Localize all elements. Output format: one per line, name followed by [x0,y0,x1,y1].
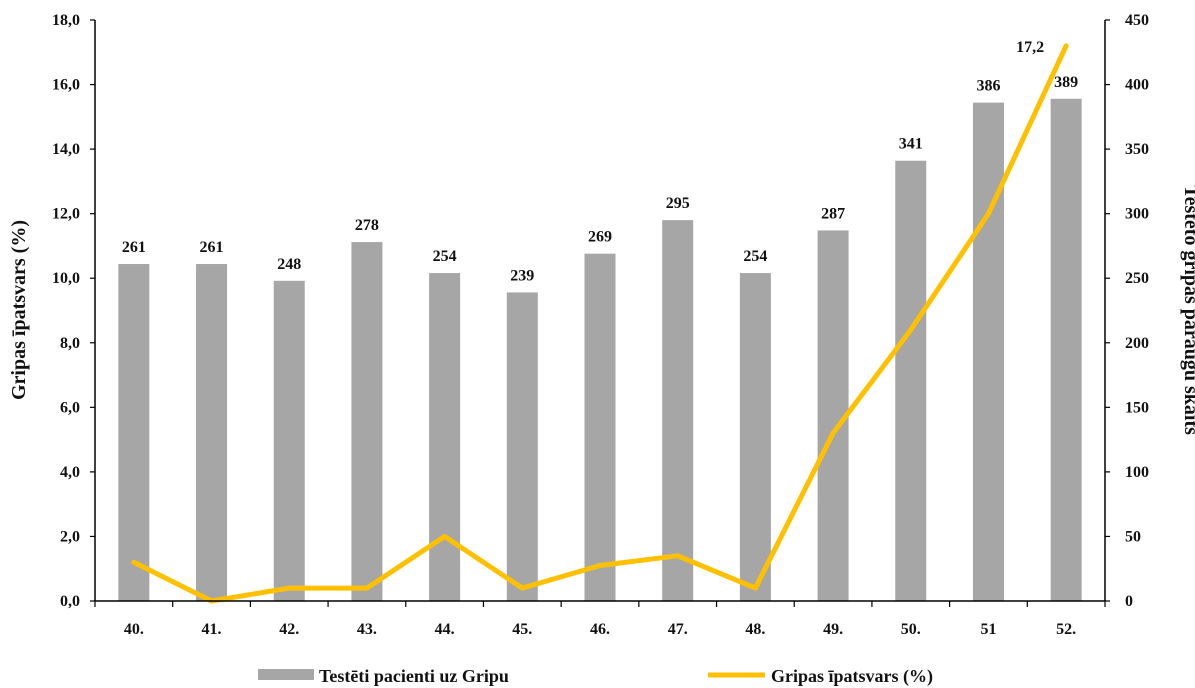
y-right-tick-label: 400 [1125,77,1149,94]
line-series-group [131,43,1069,604]
x-tick-label: 40. [124,621,144,638]
bar-data-label: 287 [821,205,845,222]
bar [196,264,228,601]
x-axis-ticks: 40. 41. 42. 43. 44. 45. 46. 47. 48. 49. 50. 51 52. [94,601,1106,638]
x-tick-label: 51 [980,621,996,638]
y-right-tick-label: 300 [1125,206,1149,223]
bar-data-label: 261 [200,239,224,256]
y-left-tick-label: 2,0 [60,528,80,545]
bar-data-label: 269 [588,229,612,246]
legend-swatch-bars [258,669,314,680]
legend-label-line: Gripas īpatsvars (%) [771,666,933,687]
bar [429,273,461,601]
bar-data-label: 278 [355,217,379,234]
y-left-tick-label: 8,0 [60,335,80,352]
bar [273,280,305,601]
legend: Testēti pacienti uz Gripu Gripas īpatsva… [258,666,933,687]
x-tick-label: 50. [901,621,921,638]
bar-data-label: 254 [433,248,457,265]
bar [506,292,538,601]
bar-group [118,98,1082,602]
y-right-tick-label: 350 [1125,141,1149,158]
bar-data-label: 239 [510,267,534,284]
x-tick-label: 42. [279,621,299,638]
bar-data-label: 248 [277,256,301,273]
y-right-tick-label: 0 [1125,593,1133,610]
bar [351,242,383,601]
y-left-tick-label: 12,0 [52,206,80,223]
y-left-tick-label: 0,0 [60,593,80,610]
x-tick-label: 43. [357,621,377,638]
y-right-tick-label: 200 [1125,335,1149,352]
y-axis-right-title: Testēto gripas paraugu skaits [1180,185,1195,435]
bar-data-label: 386 [976,78,1000,95]
bar-data-label: 295 [666,195,690,212]
y-left-tick-label: 10,0 [52,270,80,287]
y-left-tick-label: 18,0 [52,12,80,29]
y-right-tick-label: 150 [1125,399,1149,416]
bar [584,253,616,602]
x-tick-label: 48. [745,621,765,638]
y-left-tick-label: 14,0 [52,141,80,158]
bar [972,102,1004,602]
bar-label-group: 261 261 248 278 254 239 269 295 254 287 341 386 389 [122,74,1078,285]
x-tick-label: 44. [435,621,455,638]
bar [118,264,150,601]
bar [739,273,771,601]
bar [895,160,927,601]
x-tick-label: 46. [590,621,610,638]
x-tick-label: 52. [1056,621,1076,638]
bar [1050,98,1082,601]
y-axis-right-ticks: 0 50 100 150 200 250 300 350 400 450 [1105,12,1149,610]
x-tick-label: 45. [512,621,532,638]
bar-data-label: 389 [1054,74,1078,91]
x-tick-label: 49. [823,621,843,638]
y-right-tick-label: 50 [1125,528,1141,545]
bar [662,220,694,601]
y-left-tick-label: 4,0 [60,464,80,481]
y-left-tick-label: 16,0 [52,77,80,94]
line-data-label: 17,2 [1016,39,1044,56]
y-right-tick-label: 450 [1125,12,1149,29]
x-tick-label: 41. [202,621,222,638]
bar-data-label: 254 [743,248,767,265]
y-right-tick-label: 100 [1125,464,1149,481]
bar-data-label: 261 [122,239,146,256]
y-axis-left-title: Gripas īpatsvars (%) [8,220,30,400]
x-tick-label: 47. [668,621,688,638]
legend-label-bars: Testēti pacienti uz Gripu [319,666,509,686]
bar-data-label: 341 [899,136,923,153]
influenza-share-line [131,43,1069,604]
y-left-tick-label: 6,0 [60,399,80,416]
y-axis-left-ticks: 0,0 2,0 4,0 6,0 8,0 10,0 12,0 14,0 16,0 18,0 [52,12,95,610]
y-right-tick-label: 250 [1125,270,1149,287]
